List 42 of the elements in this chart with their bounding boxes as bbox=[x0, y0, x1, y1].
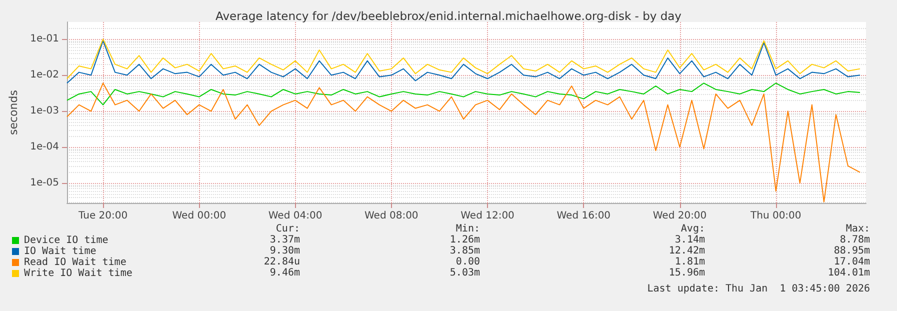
legend-label: IO Wait time bbox=[24, 246, 96, 257]
text: 3.37m bbox=[270, 234, 300, 246]
x-tick-label: Wed 04:00 bbox=[268, 210, 322, 222]
text: 22.84u bbox=[264, 256, 300, 268]
text: 8.78m bbox=[840, 234, 870, 246]
text: 5.03m bbox=[450, 268, 480, 278]
x-tick-label: Thu 00:00 bbox=[749, 210, 802, 222]
line-series bbox=[66, 82, 860, 106]
text: 9.46m bbox=[270, 268, 300, 278]
x-tick-label: Wed 12:00 bbox=[460, 210, 514, 222]
x-tick-label: Wed 20:00 bbox=[652, 210, 707, 222]
y-axis-title: seconds bbox=[7, 90, 20, 135]
y-tick-label: 1e-01 bbox=[30, 34, 59, 45]
x-tick-label: Wed 00:00 bbox=[172, 210, 226, 222]
text: 3.14m bbox=[674, 234, 706, 246]
text: 17.04m bbox=[834, 256, 870, 268]
y-tick-label: 1e-05 bbox=[30, 178, 59, 189]
text: 104.01m bbox=[828, 268, 870, 278]
text: Min: bbox=[456, 224, 480, 234]
text: 1.26m bbox=[450, 234, 480, 246]
x-tick-label: Wed 08:00 bbox=[364, 210, 418, 222]
x-tick-label: Tue 20:00 bbox=[78, 210, 128, 222]
legend-label: Write IO Wait time bbox=[24, 268, 132, 279]
y-tick-label: 1e-04 bbox=[30, 142, 59, 153]
text: 12.42m bbox=[668, 246, 705, 256]
legend-label: Read IO Wait time bbox=[24, 257, 126, 268]
text: 9.30m bbox=[270, 246, 300, 256]
x-tick-label: Wed 16:00 bbox=[556, 210, 611, 222]
text: Avg: bbox=[680, 224, 705, 234]
y-tick-label: 1e-03 bbox=[30, 106, 59, 117]
text: 1.81m bbox=[674, 256, 706, 268]
text: 3.85m bbox=[450, 246, 480, 256]
text: 88.95m bbox=[834, 246, 870, 256]
chart-title: Average latency for /dev/beeblebrox/enid.internal.michaelhowe.org-disk - by day bbox=[216, 9, 682, 23]
text: 0.00 bbox=[456, 256, 480, 268]
text: Max: bbox=[846, 224, 870, 234]
y-tick-label: 1e-02 bbox=[30, 70, 59, 81]
line-series bbox=[66, 82, 860, 202]
text: Last update: Thu Jan 1 03:45:00 2026 bbox=[647, 284, 870, 294]
legend-label: Device IO time bbox=[24, 235, 108, 246]
text: Cur: bbox=[276, 224, 300, 234]
text: 15.96m bbox=[668, 268, 705, 278]
